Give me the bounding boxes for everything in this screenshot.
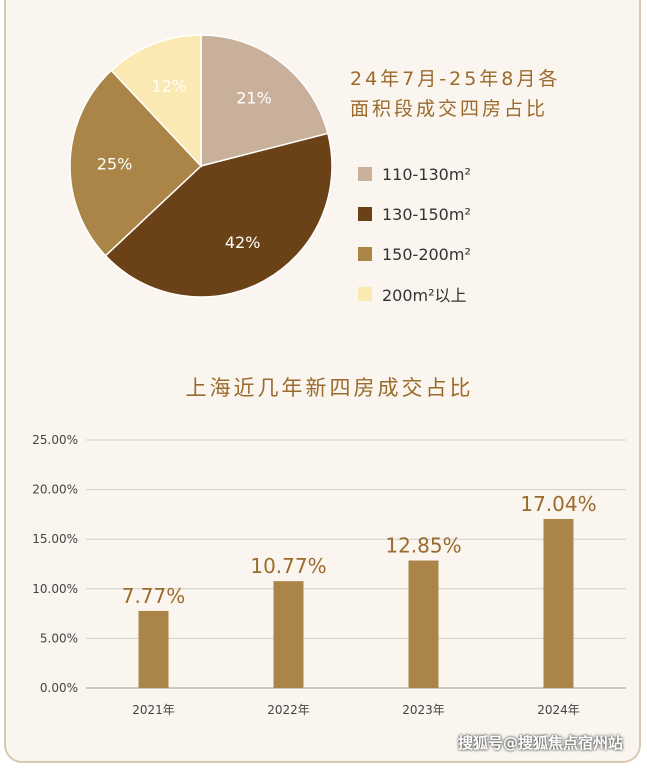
pie-chart-title: 24年7月-25年8月各面积段成交四房占比 — [350, 68, 561, 120]
y-tick-label: 25.00% — [32, 433, 78, 447]
bar — [138, 610, 169, 688]
pie-slice — [69, 69, 203, 257]
bar-chart-title: 上海近几年新四房成交占比 — [185, 376, 474, 400]
pie-slice-label: 25% — [97, 154, 133, 173]
bar-value-label: 10.77% — [250, 554, 326, 578]
bar — [408, 560, 439, 688]
y-tick-label: 0.00% — [40, 681, 78, 695]
pie-slice — [200, 34, 329, 167]
legend-item: 130-150m² — [358, 194, 471, 234]
pie-slice — [104, 132, 333, 298]
pie-slice-label: 42% — [225, 233, 261, 252]
bar-value-label: 7.77% — [122, 584, 186, 608]
legend-label: 150-200m² — [382, 244, 471, 264]
pie-slice-label: 12% — [151, 77, 187, 96]
pie-slice — [110, 34, 202, 168]
bar-value-label: 12.85% — [385, 534, 461, 558]
x-tick-label: 2023年 — [402, 703, 445, 717]
legend-item: 200m²以上 — [358, 274, 471, 314]
legend-swatch — [358, 247, 372, 261]
bar — [273, 581, 304, 688]
x-tick-label: 2021年 — [132, 703, 175, 717]
legend-item: 150-200m² — [358, 234, 471, 274]
x-tick-label: 2024年 — [537, 703, 580, 717]
x-tick-label: 2022年 — [267, 703, 310, 717]
bar-value-label: 17.04% — [520, 492, 596, 516]
legend-label: 130-150m² — [382, 204, 471, 224]
legend-swatch — [358, 207, 372, 221]
legend-swatch — [358, 167, 372, 181]
y-tick-label: 10.00% — [32, 582, 78, 596]
legend-item: 110-130m² — [358, 154, 471, 194]
infographic-card: 21% 42% 25% 12% 0.00% 5.00% 10.00% 15.00% 20.00%… — [4, 0, 641, 763]
legend-swatch — [358, 287, 372, 301]
watermark-text: 搜狐号@搜狐焦点宿州站 — [457, 734, 623, 752]
y-tick-label: 20.00% — [32, 483, 78, 497]
legend-label: 200m²以上 — [382, 286, 467, 305]
chart-canvas: 21% 42% 25% 12% 0.00% 5.00% 10.00% 15.00% 20.00%… — [32, 34, 626, 717]
pie-slice-label: 21% — [236, 89, 272, 108]
y-tick-label: 15.00% — [32, 532, 78, 546]
legend-label: 110-130m² — [382, 164, 471, 184]
pie-legend: 110-130m² 130-150m² 150-200m² 200m²以上 — [358, 154, 471, 314]
y-tick-label: 5.00% — [40, 631, 78, 645]
bar — [543, 518, 574, 688]
